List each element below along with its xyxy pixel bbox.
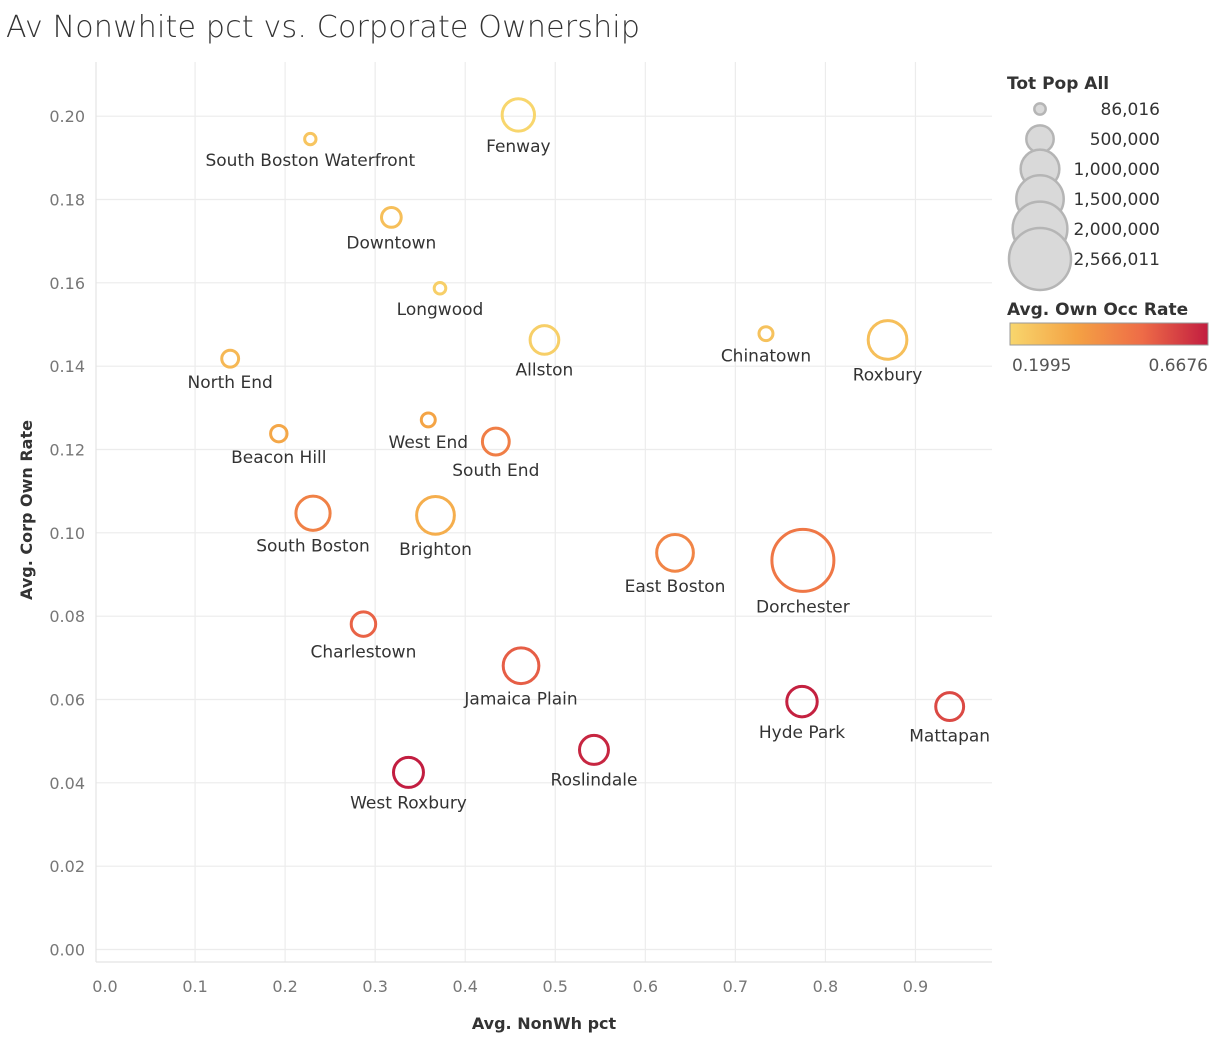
y-tick-label: 0.18 bbox=[49, 191, 85, 210]
data-label: Chinatown bbox=[721, 347, 811, 367]
data-label: West Roxbury bbox=[350, 793, 467, 813]
size-legend-label: 86,016 bbox=[1101, 100, 1160, 120]
data-point bbox=[391, 755, 425, 789]
data-label: Roxbury bbox=[853, 365, 923, 385]
data-label: Charlestown bbox=[311, 642, 417, 662]
color-legend-bar bbox=[1009, 322, 1209, 346]
data-point bbox=[934, 691, 966, 723]
data-label: Hyde Park bbox=[759, 723, 845, 743]
data-point bbox=[294, 494, 332, 532]
data-label: North End bbox=[188, 373, 273, 393]
size-legend-label: 2,000,000 bbox=[1073, 220, 1160, 240]
y-tick-label: 0.16 bbox=[49, 274, 85, 293]
y-tick-label: 0.02 bbox=[49, 857, 85, 876]
data-point bbox=[415, 494, 456, 536]
data-label: Roslindale bbox=[551, 770, 638, 790]
data-point bbox=[379, 206, 403, 229]
y-tick-label: 0.14 bbox=[49, 357, 85, 376]
x-axis-title: Avg. NonWh pct bbox=[472, 1014, 617, 1033]
data-label: South Boston bbox=[256, 536, 370, 556]
data-label: East Boston bbox=[625, 577, 726, 597]
y-axis-title: Avg. Corp Own Rate bbox=[17, 420, 36, 600]
chart-title: Av Nonwhite pct vs. Corporate Ownership bbox=[6, 10, 641, 45]
data-point bbox=[501, 646, 541, 686]
data-point bbox=[866, 319, 909, 361]
x-tick-label: 0.1 bbox=[182, 977, 207, 996]
color-legend-title: Avg. Own Occ Rate bbox=[1007, 300, 1188, 320]
size-legend-label: 1,000,000 bbox=[1073, 160, 1160, 180]
data-point bbox=[432, 280, 448, 296]
y-tick-label: 0.00 bbox=[49, 941, 85, 960]
data-label: South End bbox=[452, 461, 539, 481]
data-point bbox=[655, 532, 695, 573]
data-label: Beacon Hill bbox=[231, 448, 326, 468]
size-legend-label: 500,000 bbox=[1090, 130, 1160, 150]
size-legend-circle bbox=[1007, 226, 1073, 292]
y-tick-label: 0.06 bbox=[49, 691, 85, 710]
size-legend-label: 2,566,011 bbox=[1073, 250, 1160, 270]
data-point bbox=[577, 733, 610, 766]
size-legend-circle bbox=[1033, 102, 1047, 116]
data-point bbox=[770, 527, 836, 593]
data-label: Longwood bbox=[397, 300, 484, 320]
data-label: Mattapan bbox=[909, 727, 990, 747]
x-tick-label: 0.8 bbox=[813, 977, 838, 996]
data-point bbox=[757, 325, 775, 343]
x-tick-label: 0.3 bbox=[362, 977, 387, 996]
data-point bbox=[785, 684, 819, 719]
data-point bbox=[500, 97, 537, 133]
size-legend-label: 1,500,000 bbox=[1073, 190, 1160, 210]
data-point bbox=[528, 324, 561, 356]
x-tick-label: 0.5 bbox=[543, 977, 568, 996]
y-tick-label: 0.08 bbox=[49, 607, 85, 626]
x-tick-label: 0.0 bbox=[92, 977, 117, 996]
data-point bbox=[303, 131, 318, 147]
data-point bbox=[269, 423, 289, 444]
data-label: Dorchester bbox=[756, 597, 850, 617]
data-label: Jamaica Plain bbox=[463, 690, 577, 710]
data-label: Allston bbox=[516, 360, 574, 380]
data-label: Brighton bbox=[399, 540, 472, 560]
x-tick-label: 0.2 bbox=[272, 977, 297, 996]
x-tick-label: 0.6 bbox=[633, 977, 658, 996]
data-label: Fenway bbox=[486, 137, 550, 157]
data-point bbox=[419, 411, 437, 429]
x-tick-label: 0.9 bbox=[903, 977, 928, 996]
data-point bbox=[349, 610, 378, 638]
data-label: Downtown bbox=[346, 233, 436, 253]
size-legend-title: Tot Pop All bbox=[1007, 74, 1109, 94]
data-point bbox=[220, 348, 241, 369]
color-legend-min: 0.1995 bbox=[1012, 356, 1071, 376]
y-tick-label: 0.12 bbox=[49, 441, 85, 460]
x-tick-label: 0.4 bbox=[452, 977, 477, 996]
data-point bbox=[480, 426, 511, 457]
y-tick-label: 0.20 bbox=[49, 107, 85, 126]
color-legend-max: 0.6676 bbox=[1149, 356, 1208, 376]
y-tick-label: 0.04 bbox=[49, 774, 85, 793]
data-label: West End bbox=[389, 433, 469, 453]
y-tick-label: 0.10 bbox=[49, 524, 85, 543]
data-label: South Boston Waterfront bbox=[205, 151, 415, 171]
x-tick-label: 0.7 bbox=[723, 977, 748, 996]
